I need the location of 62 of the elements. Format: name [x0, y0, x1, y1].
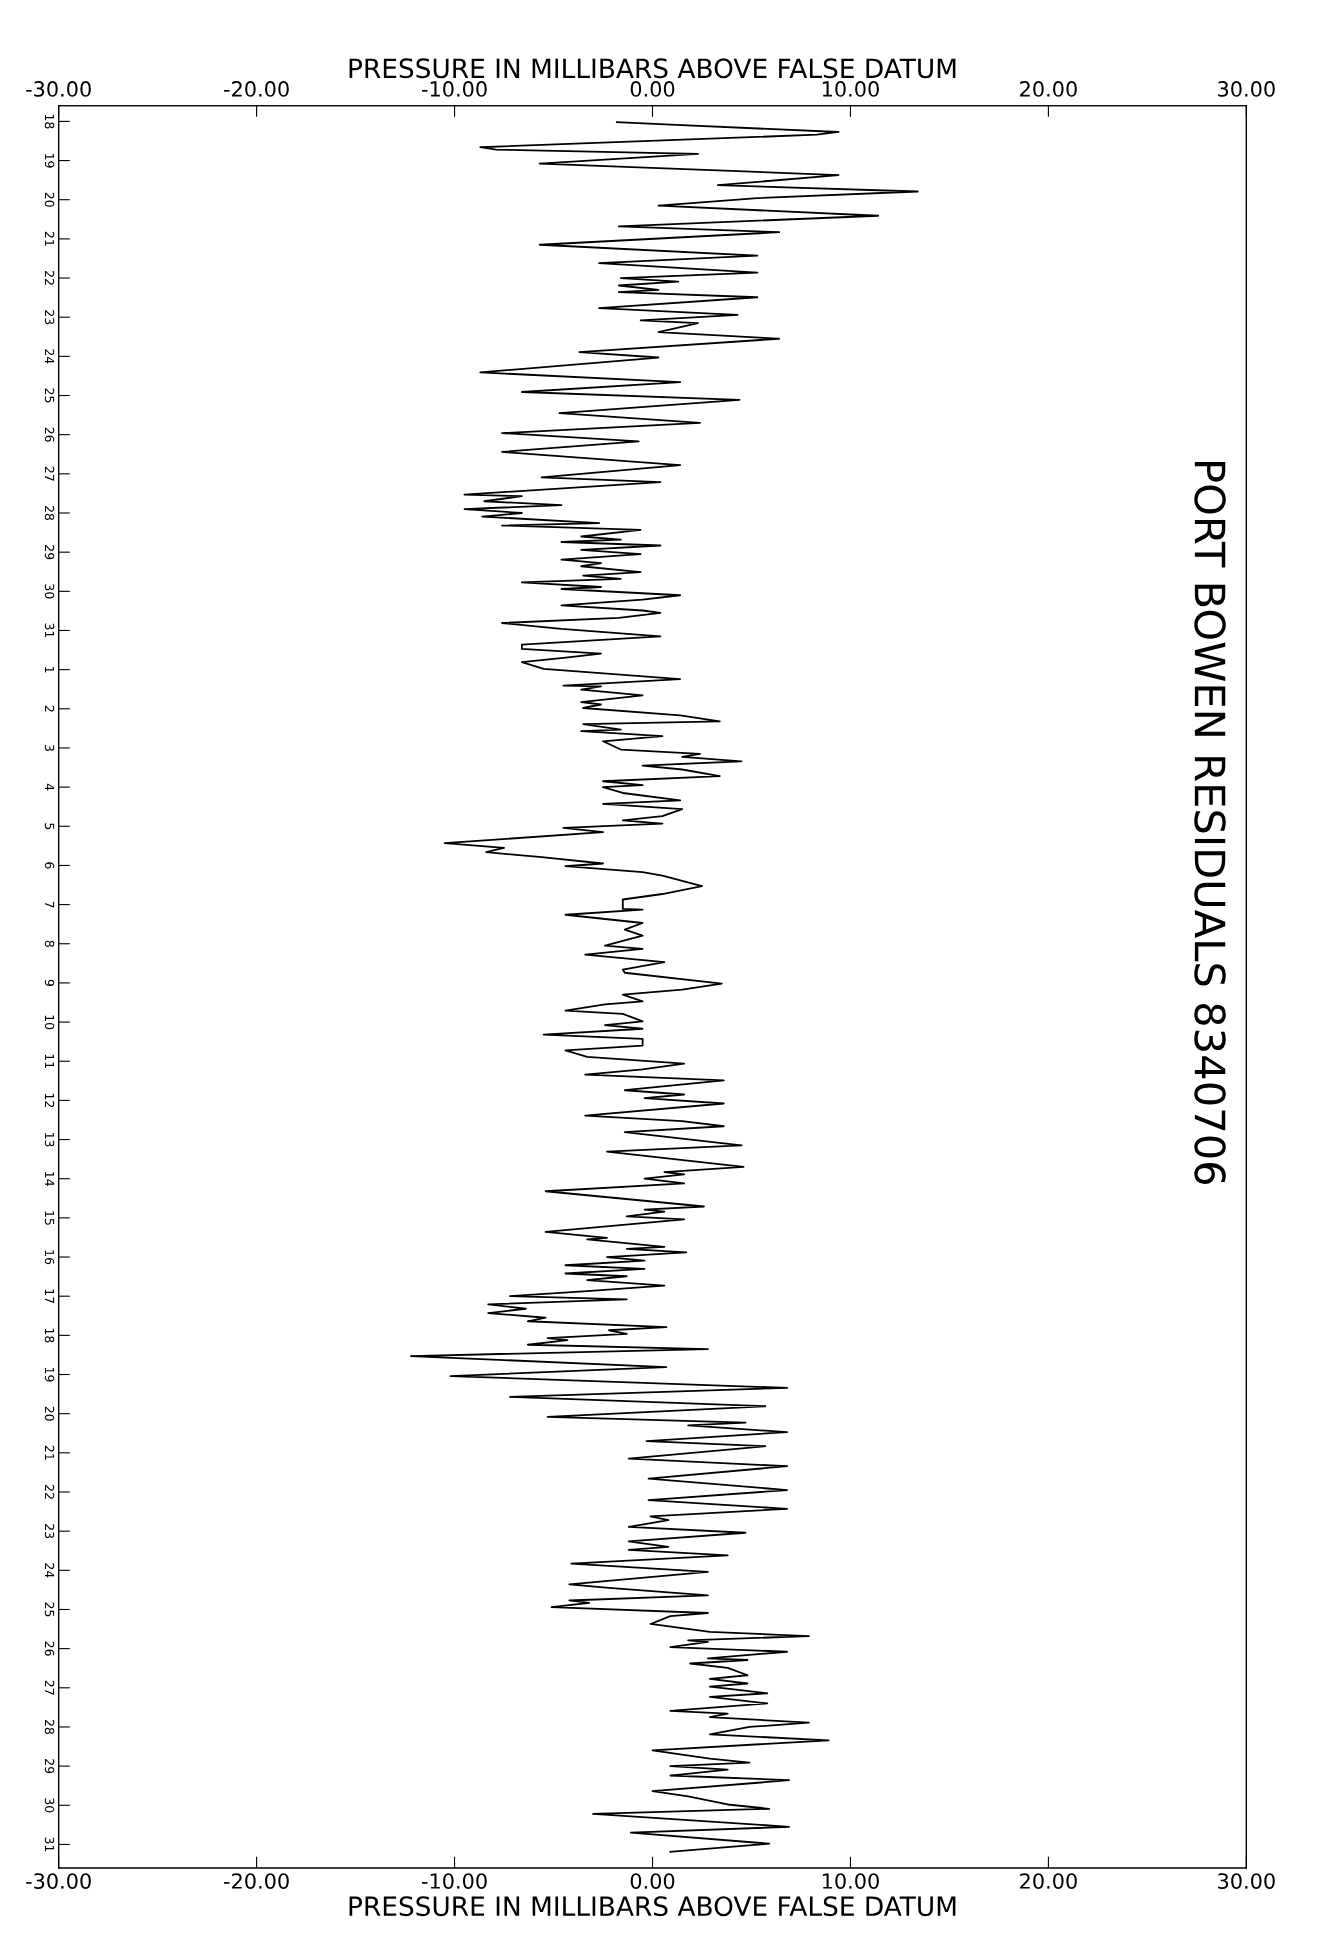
y-tick-label: 28 — [44, 505, 55, 521]
y-tick-label: 25 — [44, 388, 55, 403]
x2-tick-label: -10.00 — [421, 81, 487, 97]
y-tick-label: 22 — [44, 1484, 55, 1499]
y-tick-label: 31 — [44, 623, 55, 638]
y-tick-label: 28 — [44, 1719, 55, 1735]
x2-tick-label: 0.00 — [630, 81, 675, 97]
x2-tick-label: 20.00 — [1020, 81, 1077, 97]
x2-tick-label: 30.00 — [1218, 81, 1275, 97]
y-tick-label: 10 — [44, 1015, 55, 1030]
y-tick-label: 25 — [44, 1602, 55, 1617]
y-tick-label: 21 — [44, 231, 55, 246]
y-tick-label: 14 — [44, 1172, 55, 1186]
x2-axis-title: PRESSURE IN MILLIBARS ABOVE FALSE DATUM — [349, 1896, 956, 1917]
y-tick-label: 22 — [44, 271, 55, 285]
y-tick-label: 26 — [44, 427, 55, 442]
y-tick-label: 18 — [44, 114, 55, 129]
y-tick-label: 27 — [44, 1680, 55, 1695]
y-tick-label: 18 — [44, 1328, 55, 1343]
y-tick-label: 2 — [44, 705, 55, 712]
x-tick-label: 0.00 — [630, 1873, 675, 1889]
x-tick-label: 20.00 — [1020, 1873, 1077, 1889]
y-tick-label: 30 — [44, 1798, 55, 1813]
x2-tick-label: -20.00 — [224, 81, 289, 97]
y-tick-label: 3 — [44, 744, 55, 751]
y-tick-label: 30 — [44, 584, 55, 599]
y-tick-label: 31 — [44, 1837, 55, 1852]
y-tick-label: 19 — [44, 1367, 55, 1382]
y-tick-label: 16 — [44, 1250, 55, 1265]
y-tick-label: 21 — [44, 1445, 55, 1460]
y-tick-label: 9 — [44, 979, 55, 987]
y-tick-label: 7 — [44, 901, 55, 908]
y-tick-label: 24 — [44, 349, 55, 364]
y-tick-label: 1 — [44, 667, 55, 673]
x-tick-label: -20.00 — [224, 1873, 289, 1889]
x-tick-label: 30.00 — [1218, 1873, 1275, 1889]
y-tick-label: 23 — [44, 310, 55, 325]
y-tick-label: 12 — [44, 1093, 55, 1108]
y-tick-label: 8 — [44, 940, 55, 947]
y-tick-label: 20 — [44, 192, 55, 207]
y-tick-label: 23 — [44, 1524, 55, 1539]
x2-tick-label: 10.00 — [822, 81, 879, 97]
y-tick-label: 29 — [44, 1759, 55, 1774]
y-tick-label: 4 — [44, 783, 55, 791]
y-tick-label: 6 — [44, 862, 55, 869]
y-tick-label: 26 — [44, 1641, 55, 1656]
y-tick-label: 13 — [44, 1132, 55, 1147]
x-tick-label: -10.00 — [421, 1873, 487, 1889]
y-tick-label: 24 — [44, 1563, 55, 1578]
y-tick-label: 17 — [44, 1289, 55, 1304]
x2-tick-label: -30.00 — [26, 81, 91, 97]
y-tick-label: 29 — [44, 545, 55, 560]
y-tick-label: 15 — [44, 1211, 55, 1225]
y-tick-label: 19 — [44, 153, 55, 168]
x-tick-label: -30.00 — [26, 1873, 91, 1889]
y-tick-label: 27 — [44, 466, 55, 481]
y-tick-label: 11 — [44, 1054, 55, 1069]
x-axis-title: PRESSURE IN MILLIBARS ABOVE FALSE DATUM — [349, 58, 956, 79]
y-tick-label: 5 — [44, 823, 55, 830]
x-tick-label: 10.00 — [822, 1873, 879, 1889]
y-tick-label: 20 — [44, 1406, 55, 1421]
text: PORT BOWEN RESIDUALS 8340706 — [1194, 462, 1226, 1185]
